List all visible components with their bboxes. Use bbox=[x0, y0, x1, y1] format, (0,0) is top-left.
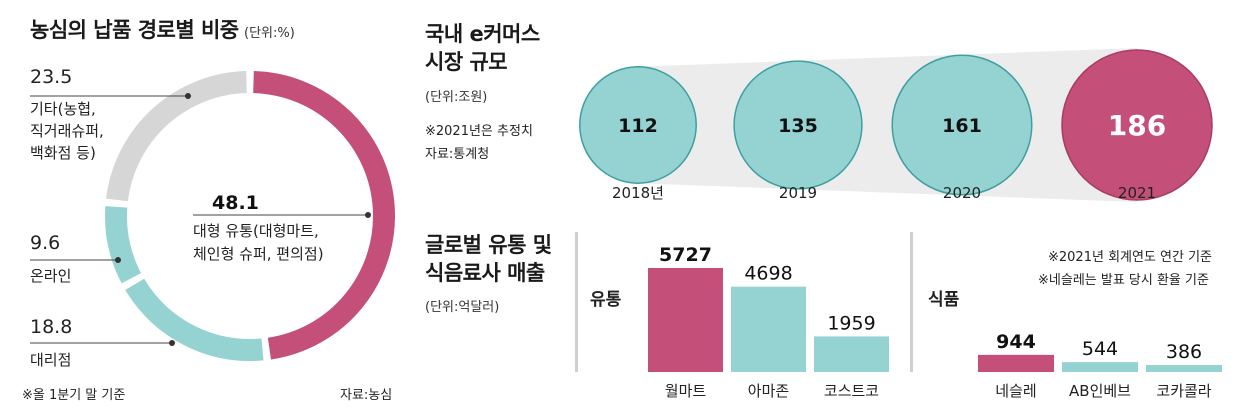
retail-bar-value-0: 5727 bbox=[659, 244, 712, 266]
label-gita-line3: 백화점 등) bbox=[30, 144, 96, 162]
food-bar-value-2: 386 bbox=[1166, 341, 1202, 363]
donut-footnote: ※올 1분기 말 기준 bbox=[22, 388, 126, 403]
bubble-value-1: 135 bbox=[778, 115, 818, 137]
global-note-2: ※네슬레는 발표 당시 환율 기준 bbox=[1038, 273, 1209, 288]
divider-food bbox=[910, 232, 913, 372]
global-title-line1: 글로벌 유통 및 bbox=[425, 233, 552, 257]
bubble-category-2: 2020 bbox=[943, 184, 981, 202]
food-bar-category-1: AB인베브 bbox=[1069, 382, 1131, 400]
global-title-line2: 식음료사 매출 bbox=[425, 261, 545, 285]
market-note: ※2021년은 추정치 bbox=[425, 124, 533, 139]
retail-bar-category-1: 아마존 bbox=[748, 382, 790, 400]
bubble-value-2: 161 bbox=[942, 115, 982, 137]
donut-source: 자료:농심 bbox=[340, 388, 393, 403]
leader-dot-gita bbox=[185, 93, 191, 99]
label-large-retail-line1: 대형 유통(대형마트, bbox=[193, 222, 319, 240]
donut-unit: (단위:%) bbox=[244, 26, 295, 41]
market-title-line1: 국내 e커머스 bbox=[425, 22, 540, 46]
bubble-value-0: 112 bbox=[618, 115, 658, 137]
label-value-gita: 23.5 bbox=[30, 66, 73, 88]
bubble-3 bbox=[1061, 49, 1213, 201]
food-bar-value-1: 544 bbox=[1082, 338, 1118, 360]
global-unit: (단위:억달러) bbox=[425, 300, 500, 315]
label-value-large-retail: 48.1 bbox=[212, 192, 259, 214]
bubble-1 bbox=[733, 60, 863, 190]
food-bar-1 bbox=[1062, 362, 1138, 372]
label-large-retail-line2: 체인형 슈퍼, 편의점) bbox=[193, 245, 324, 263]
food-bar-category-2: 코카콜라 bbox=[1156, 382, 1211, 400]
group-label-food: 식품 bbox=[928, 290, 960, 310]
food-bar-value-0: 944 bbox=[996, 331, 1036, 353]
bubble-category-3: 2021 bbox=[1118, 184, 1156, 202]
retail-bar-0 bbox=[648, 268, 723, 372]
market-source: 자료:통계청 bbox=[425, 147, 490, 162]
food-bar-category-0: 네슬레 bbox=[995, 382, 1036, 400]
retail-bar-1 bbox=[731, 286, 806, 372]
donut-title: 농심의 납품 경로별 비중 bbox=[30, 18, 239, 42]
donut-slice-0 bbox=[253, 71, 395, 360]
donut-slice-3 bbox=[106, 71, 247, 202]
food-bar-2 bbox=[1146, 364, 1222, 372]
leader-dot-daelijeom bbox=[169, 340, 175, 346]
retail-bar-category-0: 월마트 bbox=[665, 382, 707, 400]
label-gita-line1: 기타(농협, bbox=[30, 100, 96, 118]
market-title-line2: 시장 규모 bbox=[425, 50, 508, 74]
label-online: 온라인 bbox=[30, 267, 72, 285]
retail-bar-2 bbox=[814, 336, 889, 372]
food-bar-0 bbox=[978, 354, 1054, 372]
retail-bar-value-2: 1959 bbox=[827, 312, 875, 334]
label-gita-line2: 직거래슈퍼, bbox=[30, 122, 104, 140]
bubble-category-0: 2018년 bbox=[612, 184, 664, 202]
divider-retail bbox=[575, 232, 578, 372]
bubble-0 bbox=[579, 66, 697, 184]
donut-chart bbox=[30, 71, 395, 361]
donut-slice-2 bbox=[105, 206, 142, 284]
retail-bar-value-1: 4698 bbox=[744, 263, 792, 285]
bubble-2 bbox=[891, 54, 1033, 196]
global-note-1: ※2021년 회계연도 연간 기준 bbox=[1048, 250, 1213, 265]
label-daelijeom: 대리점 bbox=[30, 351, 72, 369]
leader-dot-large-retail bbox=[365, 212, 371, 218]
label-value-daelijeom: 18.8 bbox=[30, 316, 73, 338]
bubble-value-3: 186 bbox=[1108, 109, 1166, 142]
market-unit: (단위:조원) bbox=[425, 90, 488, 105]
label-value-online: 9.6 bbox=[30, 232, 61, 254]
donut-slice-1 bbox=[125, 278, 264, 361]
bubble-category-1: 2019 bbox=[779, 184, 817, 202]
retail-bar-category-2: 코스트코 bbox=[824, 382, 879, 400]
leader-dot-online bbox=[115, 257, 121, 263]
group-label-retail: 유통 bbox=[590, 290, 622, 310]
